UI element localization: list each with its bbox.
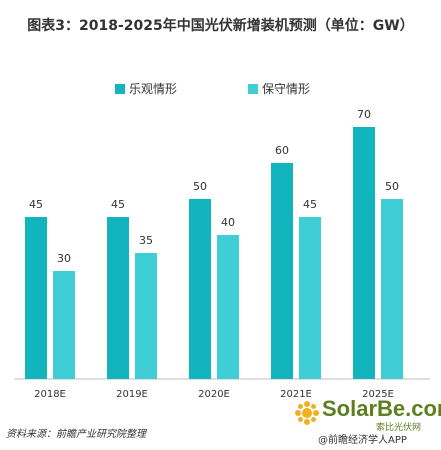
legend-label-conservative: 保守情形 <box>262 82 311 96</box>
source-note: 资料来源：前瞻产业研究院整理 <box>6 429 146 440</box>
data-label-conservative-2025E: 50 <box>385 180 399 193</box>
bar-optimistic-2019E <box>107 217 129 379</box>
bar-conservative-2025E <box>381 199 403 379</box>
x-tick-label-2021E: 2021E <box>280 389 312 400</box>
bar-optimistic-2020E <box>189 199 211 379</box>
sun-logo-icon <box>295 401 319 425</box>
legend-label-optimistic: 乐观情形 <box>129 82 178 96</box>
legend-swatch-conservative <box>248 83 258 94</box>
data-label-conservative-2018E: 30 <box>57 252 71 265</box>
data-label-optimistic-2021E: 60 <box>275 144 289 157</box>
chart-title: 图表3：2018-2025年中国光伏新增装机预测（单位：GW） <box>27 18 414 34</box>
data-label-optimistic-2019E: 45 <box>111 198 125 211</box>
data-label-optimistic-2025E: 70 <box>357 108 371 121</box>
data-label-conservative-2019E: 35 <box>139 234 153 247</box>
watermark-app: @前瞻经济学人APP <box>318 435 407 446</box>
x-tick-label-2025E: 2025E <box>362 389 394 400</box>
bar-conservative-2020E <box>217 235 239 379</box>
bar-conservative-2018E <box>53 271 75 379</box>
legend-item-conservative: 保守情形 <box>248 80 310 97</box>
watermark-brand: SolarBe.com <box>322 396 441 421</box>
watermark-brand-cn: 索比光伏网 <box>376 423 422 433</box>
data-label-conservative-2021E: 45 <box>303 198 317 211</box>
bar-optimistic-2018E <box>25 217 47 379</box>
data-label-conservative-2020E: 40 <box>221 216 235 229</box>
bar-conservative-2019E <box>135 253 157 379</box>
legend-swatch-optimistic <box>115 83 125 94</box>
legend: 乐观情形 保守情形 <box>0 80 441 100</box>
bar-conservative-2021E <box>299 217 321 379</box>
bar-optimistic-2021E <box>271 163 293 379</box>
legend-item-optimistic: 乐观情形 <box>115 80 177 97</box>
data-label-optimistic-2020E: 50 <box>193 180 207 193</box>
watermark: SolarBe.com 索比光伏网 @前瞻经济学人APP <box>292 394 441 450</box>
x-tick-label-2018E: 2018E <box>34 389 66 400</box>
x-tick-label-2020E: 2020E <box>198 389 230 400</box>
bar-optimistic-2025E <box>353 127 375 379</box>
x-tick-label-2019E: 2019E <box>116 389 148 400</box>
data-label-optimistic-2018E: 45 <box>29 198 43 211</box>
